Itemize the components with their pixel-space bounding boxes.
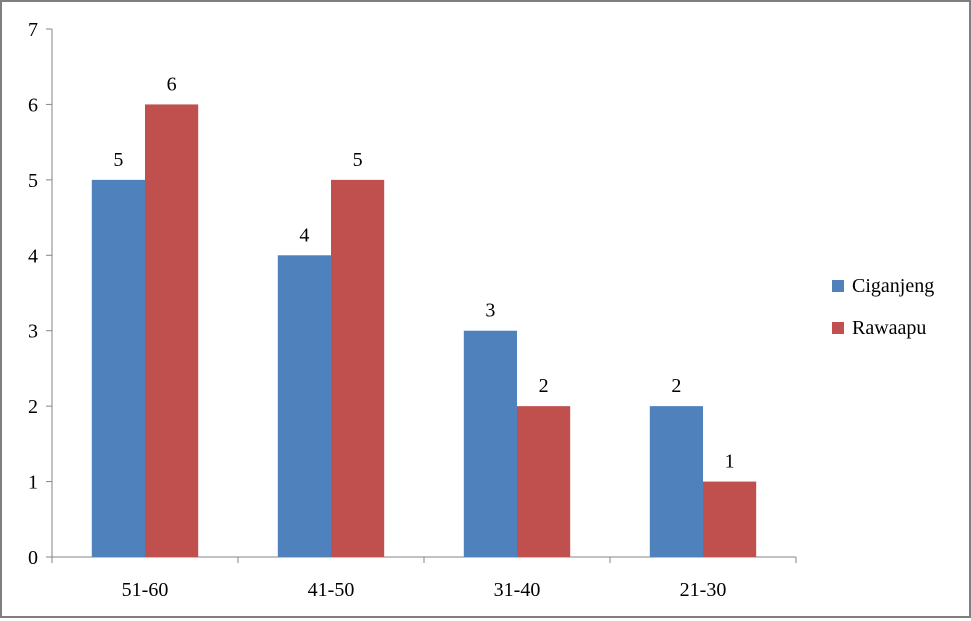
data-labels: 5 4 3 2 6 5 2 1	[113, 73, 734, 472]
legend-swatch-ciganjeng	[832, 280, 844, 292]
x-axis: 51-60 41-50 31-40 21-30	[51, 556, 797, 601]
x-tick-label: 21-30	[680, 579, 727, 601]
x-tick-label: 41-50	[308, 579, 355, 601]
legend-label: Ciganjeng	[852, 275, 934, 297]
data-label: 6	[167, 73, 177, 95]
y-tick-label: 7	[28, 19, 38, 41]
data-label: 2	[539, 375, 549, 397]
bar-ciganjeng-31-40	[463, 330, 517, 557]
y-tick-label: 0	[28, 547, 38, 569]
data-label: 3	[485, 300, 495, 322]
data-label: 2	[671, 375, 681, 397]
y-tick-label: 6	[28, 94, 38, 116]
x-tick-label: 31-40	[494, 579, 541, 601]
y-tick-label: 5	[28, 170, 38, 192]
y-tick-label: 4	[28, 245, 38, 267]
bars	[91, 104, 757, 558]
y-tick-label: 3	[28, 321, 38, 343]
bar-rawaapu-21-30	[703, 481, 757, 557]
y-tick-label: 1	[28, 472, 38, 494]
y-tick-label: 2	[28, 396, 38, 418]
data-label: 5	[353, 149, 363, 171]
data-label: 4	[299, 224, 309, 246]
bar-ciganjeng-41-50	[277, 255, 331, 558]
bar-rawaapu-41-50	[331, 179, 385, 557]
data-label: 5	[113, 149, 123, 171]
legend: Ciganjeng Rawaapu	[832, 275, 934, 339]
legend-label: Rawaapu	[852, 317, 926, 339]
y-axis: 0 1 2 3 4 5 6 7	[28, 19, 53, 569]
bar-rawaapu-31-40	[517, 406, 571, 557]
bar-ciganjeng-51-60	[91, 179, 145, 557]
legend-swatch-rawaapu	[832, 322, 844, 334]
bar-ciganjeng-21-30	[649, 406, 703, 557]
data-label: 1	[725, 451, 735, 473]
bar-rawaapu-51-60	[145, 104, 199, 557]
x-tick-label: 51-60	[122, 579, 169, 601]
